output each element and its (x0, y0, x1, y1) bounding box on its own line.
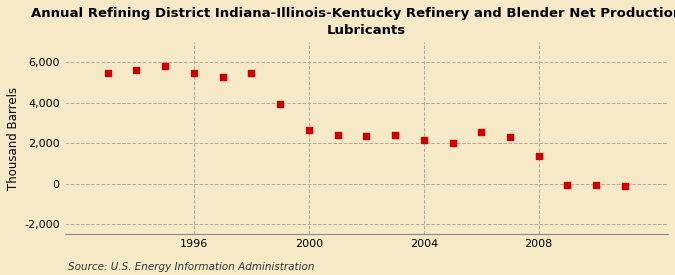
Point (447, 141, 458, 145)
Point (620, 183, 630, 188)
Point (103, 70, 113, 75)
Point (389, 133, 400, 137)
Point (188, 70, 199, 75)
Y-axis label: Thousand Barrels: Thousand Barrels (7, 87, 20, 190)
Point (217, 74, 228, 79)
Point (131, 67, 142, 72)
Point (361, 134, 372, 138)
Text: Source: U.S. Energy Information Administration: Source: U.S. Energy Information Administ… (68, 262, 314, 272)
Point (275, 102, 286, 106)
Point (304, 128, 315, 132)
Title: Annual Refining District Indiana-Illinois-Kentucky Refinery and Blender Net Prod: Annual Refining District Indiana-Illinoi… (31, 7, 675, 37)
Point (160, 64, 171, 69)
Point (562, 182, 573, 187)
Point (332, 133, 343, 137)
Point (505, 135, 516, 139)
Point (246, 70, 256, 75)
Point (418, 138, 429, 142)
Point (476, 130, 487, 134)
Point (533, 154, 544, 158)
Point (591, 183, 601, 187)
